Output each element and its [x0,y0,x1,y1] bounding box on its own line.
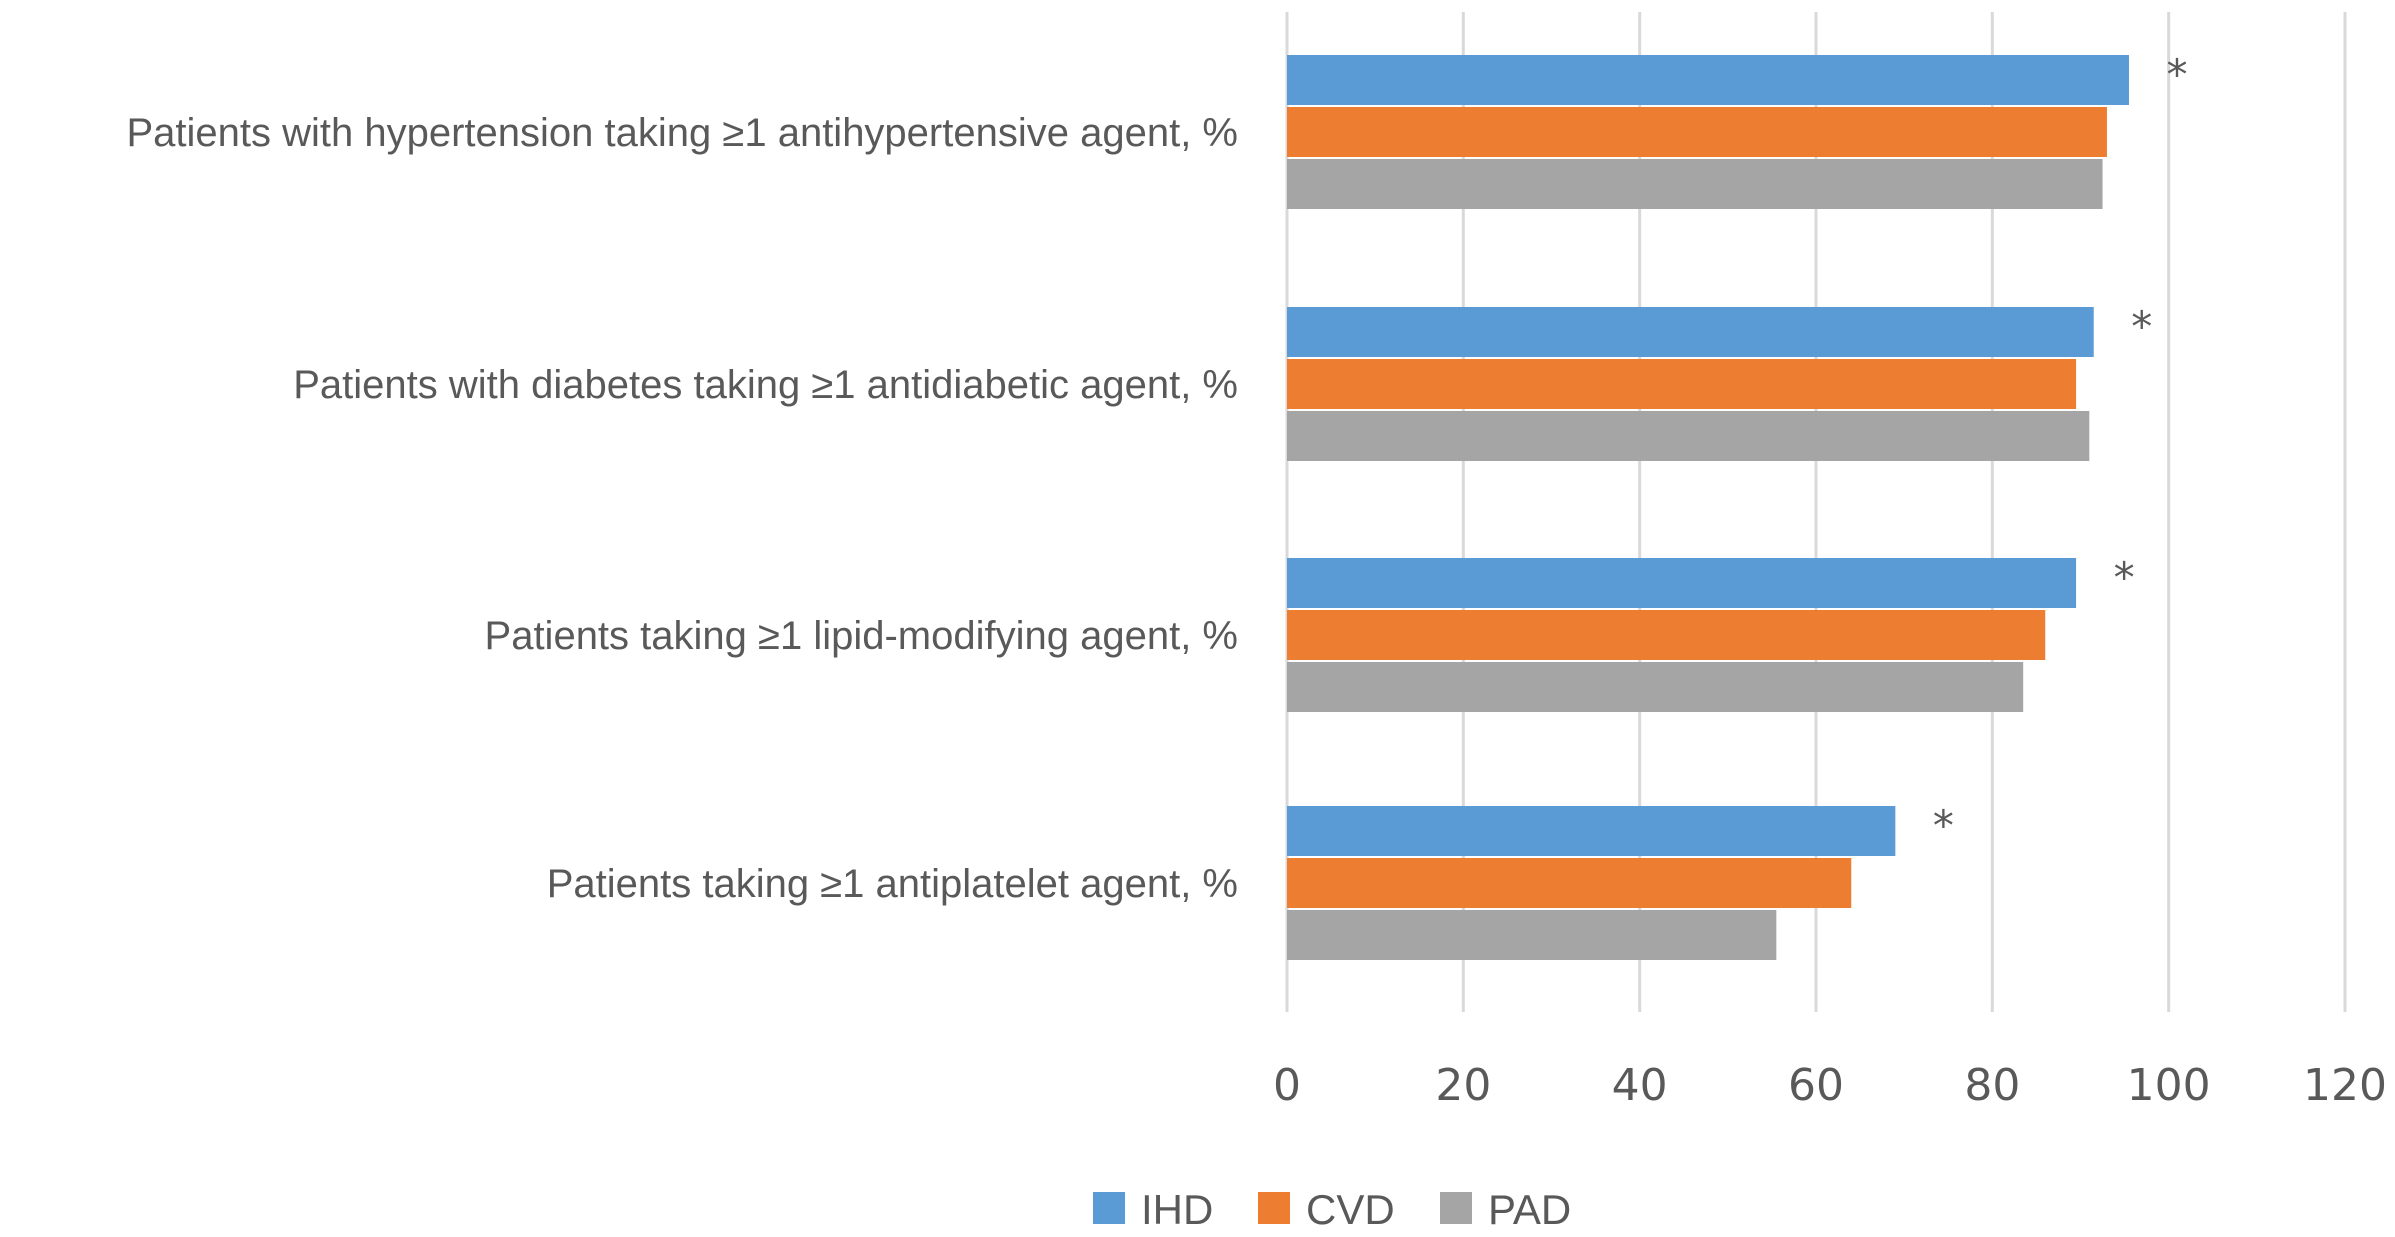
x-tick-label: 0 [1273,1060,1301,1111]
x-tick-label: 80 [1964,1060,2020,1111]
legend-label-ihd: IHD [1141,1186,1213,1233]
bar-cvd-3 [1287,610,2046,660]
x-tick-labels: 0 20 40 60 80 100 120 [1273,1060,2387,1111]
legend-swatch-ihd [1093,1192,1125,1224]
category-label: Patients with hypertension taking ≥1 ant… [126,111,1238,155]
bar-pad-2 [1287,411,2090,461]
bar-ihd-1 [1287,55,2129,105]
bar-cvd-1 [1287,107,2107,157]
bar-pad-4 [1287,910,1777,960]
x-tick-label: 20 [1435,1060,1491,1111]
significance-asterisk: * [1933,801,1954,850]
bar-pad-3 [1287,662,2024,712]
legend-swatch-pad [1440,1192,1472,1224]
bar-ihd-3 [1287,558,2077,608]
bar-pad-1 [1287,159,2103,209]
x-tick-label: 100 [2127,1060,2211,1111]
bar-ihd-2 [1287,307,2094,357]
bars [1287,55,2129,960]
significance-asterisk: * [2166,50,2187,99]
x-tick-label: 40 [1612,1060,1668,1111]
annotations: * * * * [1933,50,2188,850]
category-label: Patients taking ≥1 lipid-modifying agent… [485,614,1238,658]
x-tick-label: 60 [1788,1060,1844,1111]
significance-asterisk: * [2114,553,2135,602]
bar-ihd-4 [1287,806,1896,856]
bar-cvd-2 [1287,359,2077,409]
category-label: Patients taking ≥1 antiplatelet agent, % [547,862,1238,906]
significance-asterisk: * [2131,302,2152,351]
legend-swatch-cvd [1258,1192,1290,1224]
bar-cvd-4 [1287,858,1852,908]
x-tick-label: 120 [2303,1060,2387,1111]
category-labels: Patients with hypertension taking ≥1 ant… [126,111,1238,906]
legend: IHD CVD PAD [1093,1186,1571,1233]
legend-label-pad: PAD [1488,1186,1571,1233]
legend-label-cvd: CVD [1306,1186,1395,1233]
category-label: Patients with diabetes taking ≥1 antidia… [293,363,1238,407]
